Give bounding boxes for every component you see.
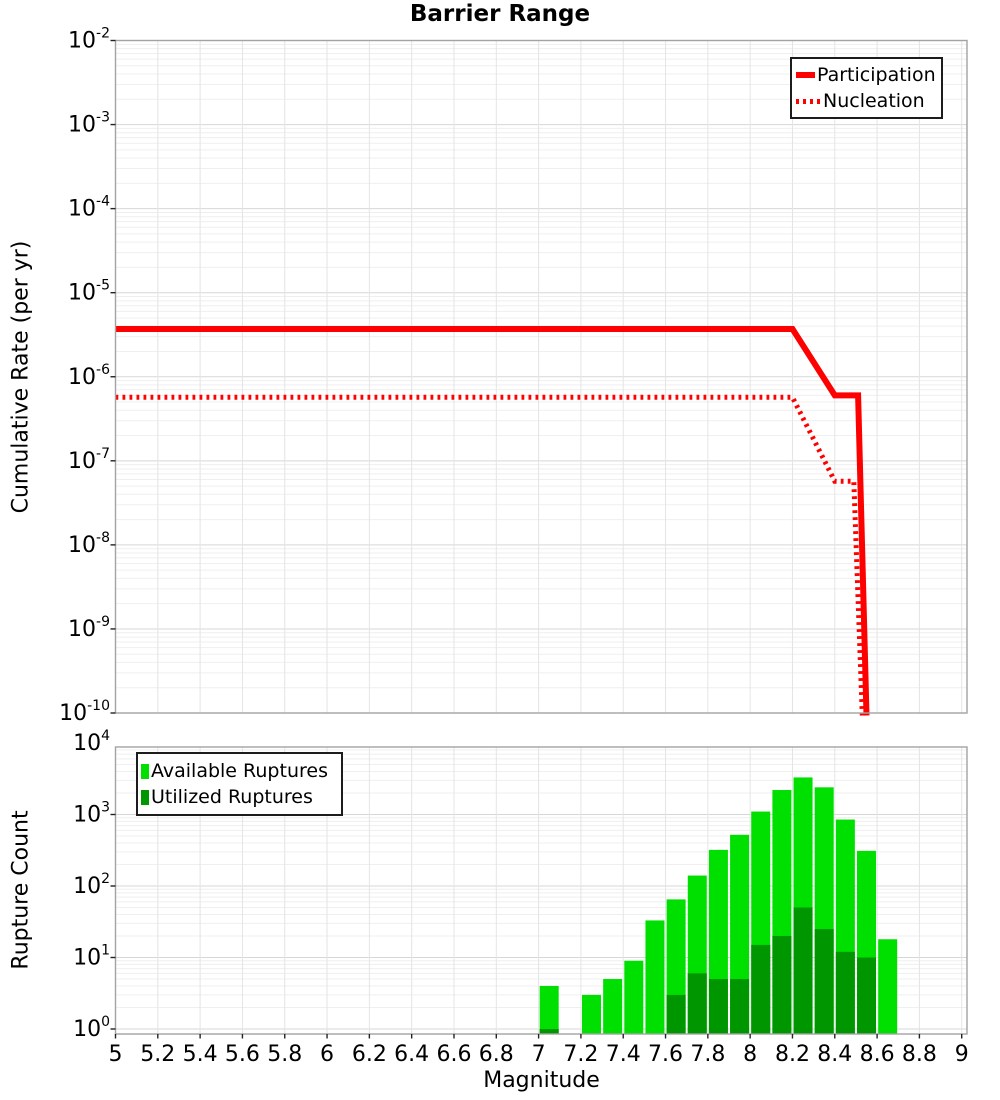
y-tick-label: 10-10	[59, 698, 110, 726]
legend-label: Participation	[817, 64, 936, 86]
x-tick-label: 6.2	[352, 1042, 387, 1067]
x-tick-label: 7.6	[648, 1042, 683, 1067]
utilized-ruptures-swatch	[141, 789, 149, 805]
y-tick-label: 103	[73, 800, 110, 828]
y-tick-label: 104	[73, 728, 110, 756]
bar-available	[878, 939, 898, 1034]
y-tick-label: 10-2	[68, 26, 110, 54]
x-tick-label: 8.6	[860, 1042, 895, 1067]
y-tick-label: 10-8	[68, 530, 110, 558]
bar-available	[645, 920, 665, 1034]
x-tick-label: 9	[955, 1042, 969, 1067]
x-tick-label: 5.4	[183, 1042, 218, 1067]
bar-utilized	[708, 979, 728, 1034]
y-tick-label: 10-3	[68, 110, 110, 138]
legend-label: Available Ruptures	[151, 760, 328, 782]
participation-line-swatch	[796, 72, 815, 78]
y-tick-label: 10-7	[68, 446, 110, 474]
plot-frame	[114, 746, 968, 1035]
chart-title: Barrier Range	[409, 1, 591, 27]
legend-item-nucleation: Nucleation	[796, 88, 939, 114]
x-tick-label: 5.2	[140, 1042, 175, 1067]
legend-count-panel: Available Ruptures Utilized Ruptures	[136, 752, 343, 816]
x-tick-label: 6	[320, 1042, 334, 1067]
legend-rate-panel: Participation Nucleation	[790, 57, 943, 119]
bar-utilized	[793, 907, 813, 1034]
x-tick-label: 8.8	[902, 1042, 937, 1067]
x-tick-label: 7.2	[563, 1042, 598, 1067]
x-tick-label: 5.8	[267, 1042, 302, 1067]
y-tick-label: 100	[73, 1014, 110, 1042]
y-axis-title-bottom: Rupture Count	[8, 810, 34, 970]
x-tick-label: 7.4	[606, 1042, 641, 1067]
y-tick-label: 10-6	[68, 362, 110, 390]
bar-utilized	[666, 994, 686, 1034]
x-tick-label: 5	[109, 1042, 123, 1067]
legend-label: Utilized Ruptures	[151, 786, 313, 808]
x-tick-label: 6.4	[394, 1042, 429, 1067]
y-tick-label: 102	[73, 871, 110, 899]
x-axis-title: Magnitude	[483, 1068, 600, 1093]
bar-utilized	[814, 929, 834, 1034]
bar-available	[581, 994, 601, 1034]
nucleation-line-swatch	[796, 98, 821, 104]
bar-utilized	[857, 957, 877, 1034]
bar-available	[624, 960, 644, 1034]
x-tick-label: 8.4	[817, 1042, 852, 1067]
bar-utilized	[687, 973, 707, 1034]
bar-utilized	[539, 1029, 559, 1034]
x-tick-label: 8	[743, 1042, 757, 1067]
legend-item-participation: Participation	[796, 62, 939, 88]
x-tick-label: 5.6	[225, 1042, 260, 1067]
bar-utilized	[730, 979, 750, 1034]
bar-available	[539, 985, 559, 1034]
y-tick-label: 10-4	[68, 194, 110, 222]
legend-item-utilized: Utilized Ruptures	[141, 784, 339, 810]
x-tick-label: 7	[532, 1042, 546, 1067]
x-tick-label: 7.8	[690, 1042, 725, 1067]
bar-utilized	[751, 944, 771, 1034]
bar-utilized	[835, 951, 855, 1034]
x-tick-label: 8.2	[775, 1042, 810, 1067]
bar-available	[603, 979, 623, 1034]
line-nucleation	[115, 394, 865, 716]
line-participation	[115, 326, 870, 716]
available-ruptures-swatch	[141, 763, 149, 779]
legend-label: Nucleation	[823, 90, 925, 112]
x-tick-label: 6.8	[479, 1042, 514, 1067]
bar-utilized	[772, 935, 792, 1034]
x-tick-label: 6.6	[436, 1042, 471, 1067]
legend-item-available: Available Ruptures	[141, 758, 339, 784]
y-tick-label: 101	[73, 943, 110, 971]
y-tick-label: 10-5	[68, 278, 110, 306]
y-tick-label: 10-9	[68, 614, 110, 642]
y-axis-title-top: Cumulative Rate (per yr)	[8, 240, 34, 514]
